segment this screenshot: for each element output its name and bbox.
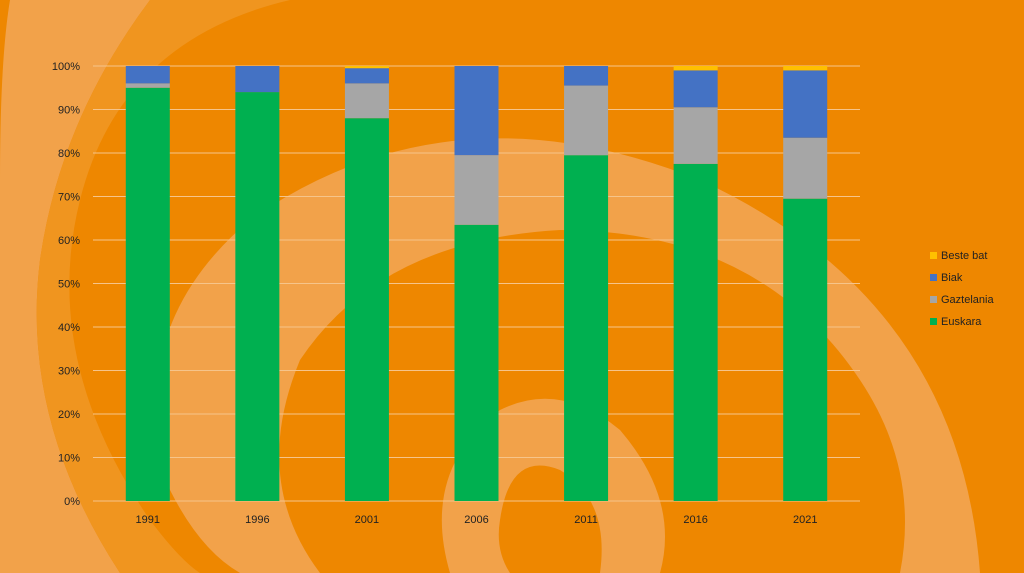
bar-stack-1996 bbox=[235, 66, 280, 501]
legend-label-euskara: Euskara bbox=[941, 316, 982, 328]
bar-gaztelania-2001 bbox=[344, 83, 389, 119]
legend-label-beste-bat: Beste bat bbox=[941, 250, 987, 262]
bar-biak-1996 bbox=[235, 66, 280, 93]
y-tick-label: 80% bbox=[58, 148, 80, 160]
bar-euskara-2006 bbox=[454, 224, 499, 501]
legend-swatch-gaztelania bbox=[930, 296, 937, 303]
bar-stack-2016 bbox=[673, 66, 718, 501]
swirl-band-left bbox=[0, 0, 150, 573]
x-tick-label: 2011 bbox=[574, 514, 598, 526]
x-axis-tick-labels: 1991 1996 2001 2006 2011 2016 2021 bbox=[136, 514, 818, 526]
y-tick-label: 20% bbox=[58, 409, 80, 421]
x-tick-label: 2016 bbox=[683, 514, 707, 526]
bar-euskara-2001 bbox=[344, 118, 389, 501]
legend-label-biak: Biak bbox=[941, 272, 963, 284]
y-tick-label: 10% bbox=[58, 453, 80, 465]
y-tick-label: 0% bbox=[64, 496, 80, 508]
x-tick-label: 1996 bbox=[245, 514, 269, 526]
bar-gaztelania-2006 bbox=[454, 155, 499, 225]
legend-swatch-euskara bbox=[930, 318, 937, 325]
y-tick-label: 50% bbox=[58, 279, 80, 291]
y-tick-label: 90% bbox=[58, 105, 80, 117]
bar-stack-2011 bbox=[564, 66, 609, 502]
legend: Beste bat Biak Gaztelania Euskara bbox=[930, 250, 994, 328]
x-tick-label: 2021 bbox=[793, 514, 817, 526]
bar-biak-2011 bbox=[564, 66, 609, 86]
bar-biak-2006 bbox=[454, 66, 499, 156]
bar-stack-2001 bbox=[344, 66, 389, 501]
y-tick-label: 40% bbox=[58, 322, 80, 334]
bar-biak-2016 bbox=[673, 70, 718, 108]
x-tick-label: 1991 bbox=[136, 514, 160, 526]
bar-gaztelania-2021 bbox=[783, 137, 828, 199]
bar-gaztelania-2011 bbox=[564, 85, 609, 156]
swirl-band-left-inner bbox=[36, 0, 290, 573]
bar-gaztelania-1991 bbox=[125, 83, 170, 88]
bar-euskara-2016 bbox=[673, 163, 718, 501]
bar-biak-2021 bbox=[783, 70, 828, 138]
bar-stacks bbox=[125, 66, 828, 502]
y-tick-label: 100% bbox=[52, 61, 80, 73]
legend-label-gaztelania: Gaztelania bbox=[941, 294, 994, 306]
legend-swatch-biak bbox=[930, 274, 937, 281]
bar-euskara-2021 bbox=[783, 198, 828, 502]
bar-beste-bat-2001 bbox=[344, 66, 389, 69]
bar-euskara-2011 bbox=[564, 155, 609, 502]
bar-stack-1991 bbox=[125, 66, 170, 501]
y-tick-label: 70% bbox=[58, 192, 80, 204]
bar-euskara-1991 bbox=[125, 87, 170, 501]
bar-stack-2021 bbox=[783, 66, 828, 502]
y-axis-tick-labels: 0% 10% 20% 30% 40% 50% 60% 70% 80% 90% 100% bbox=[52, 61, 80, 508]
bar-biak-1991 bbox=[125, 66, 170, 84]
bar-euskara-1996 bbox=[235, 92, 280, 501]
bar-gaztelania-2016 bbox=[673, 107, 718, 164]
x-tick-label: 2006 bbox=[464, 514, 488, 526]
bar-biak-2001 bbox=[344, 68, 389, 84]
y-tick-label: 60% bbox=[58, 235, 80, 247]
bar-stack-2006 bbox=[454, 66, 499, 501]
bar-beste-bat-2016 bbox=[673, 66, 718, 71]
legend-swatch-beste-bat bbox=[930, 252, 937, 259]
bar-beste-bat-2021 bbox=[783, 66, 828, 71]
x-tick-label: 2001 bbox=[355, 514, 379, 526]
y-tick-label: 30% bbox=[58, 366, 80, 378]
